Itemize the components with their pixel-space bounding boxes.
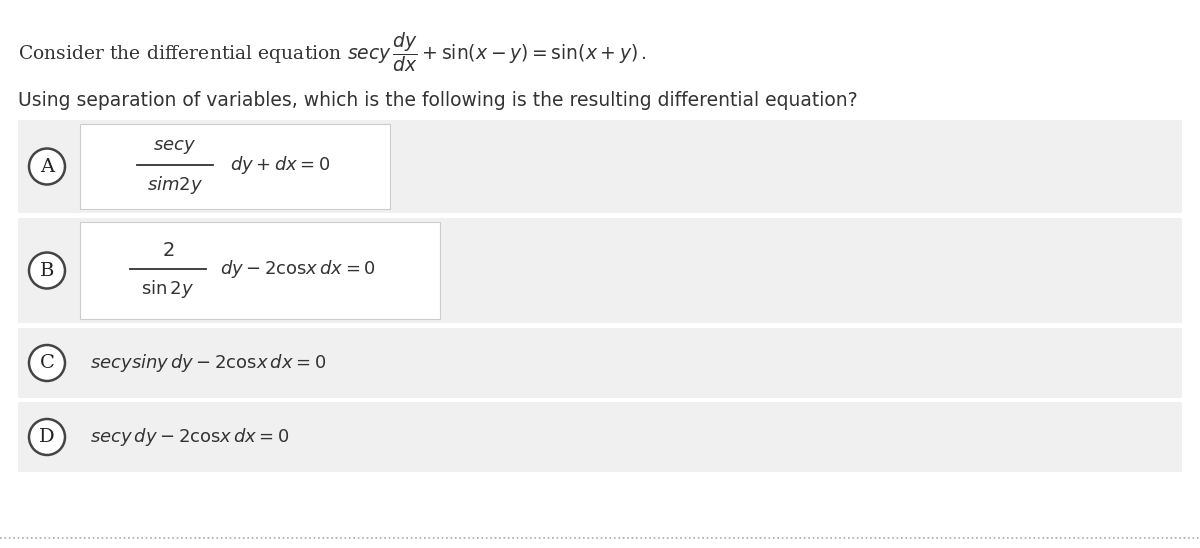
Bar bbox=[18, 120, 1182, 213]
Text: $\sin 2y$: $\sin 2y$ bbox=[142, 277, 194, 300]
Bar bbox=[80, 124, 390, 209]
Bar bbox=[18, 328, 1182, 398]
Circle shape bbox=[29, 149, 65, 185]
Text: B: B bbox=[40, 261, 54, 279]
Bar bbox=[18, 218, 1182, 323]
Text: $\mathit{secy}$: $\mathit{secy}$ bbox=[154, 138, 197, 156]
Text: $dy - 2\mathrm{cos}x\,dx = 0$: $dy - 2\mathrm{cos}x\,dx = 0$ bbox=[220, 258, 376, 279]
Text: A: A bbox=[40, 157, 54, 175]
Text: $\mathit{secy}\,dy - 2\mathrm{cos}x\,dx = 0$: $\mathit{secy}\,dy - 2\mathrm{cos}x\,dx … bbox=[90, 426, 289, 448]
Text: $2$: $2$ bbox=[162, 242, 174, 260]
Text: $\mathit{sim2y}$: $\mathit{sim2y}$ bbox=[146, 174, 203, 196]
Text: Consider the differential equation $\mathit{secy}\,\dfrac{dy}{dx} + \sin(x-y) = : Consider the differential equation $\mat… bbox=[18, 30, 647, 74]
Text: C: C bbox=[40, 354, 54, 372]
Text: $\mathit{secy}\mathit{sin}y\,dy - 2\mathrm{cos}x\,dx = 0$: $\mathit{secy}\mathit{sin}y\,dy - 2\math… bbox=[90, 352, 326, 374]
Circle shape bbox=[29, 253, 65, 288]
Bar bbox=[18, 402, 1182, 472]
Bar bbox=[80, 222, 440, 319]
Circle shape bbox=[29, 419, 65, 455]
Text: D: D bbox=[40, 428, 55, 446]
Circle shape bbox=[29, 345, 65, 381]
Text: Using separation of variables, which is the following is the resulting different: Using separation of variables, which is … bbox=[18, 90, 858, 110]
Text: $dy + dx = 0$: $dy + dx = 0$ bbox=[230, 153, 330, 175]
